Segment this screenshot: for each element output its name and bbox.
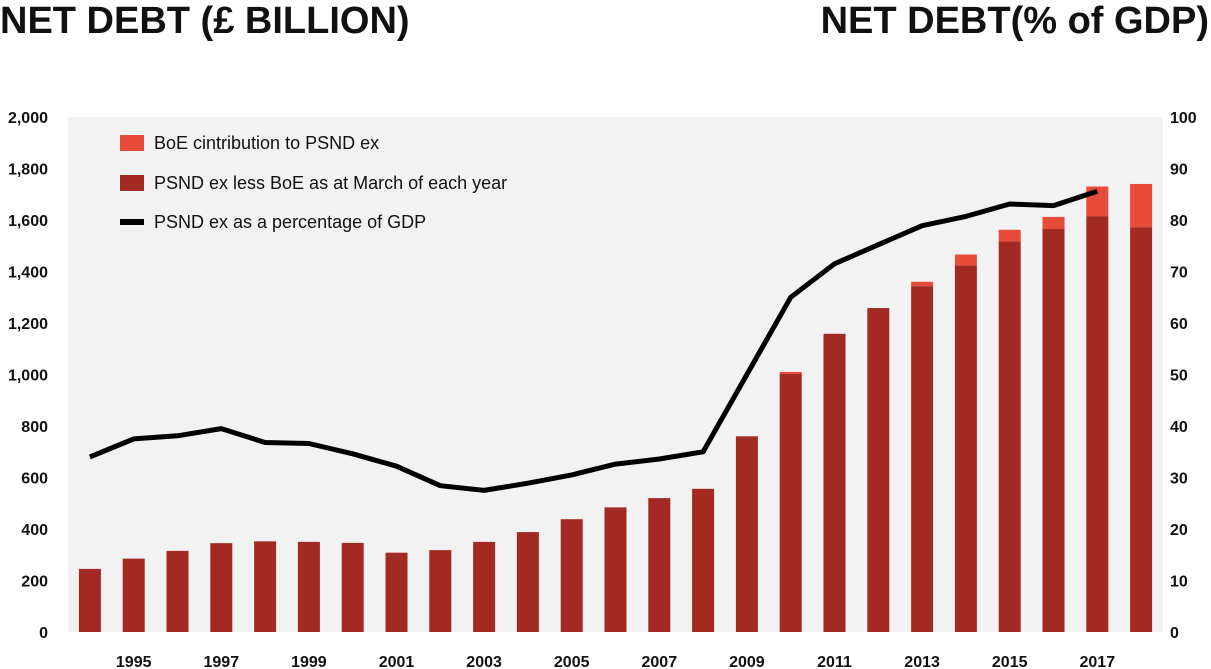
psnd-bar — [429, 550, 452, 632]
x-tick-label: 1999 — [291, 654, 327, 669]
x-tick-label: 2013 — [904, 654, 940, 669]
y-left-tick-label: 1,400 — [8, 265, 48, 282]
psnd-bar — [254, 541, 277, 632]
y-right-tick-label: 20 — [1170, 522, 1188, 539]
chart-title-left: NET DEBT (£ BILLION) — [0, 0, 410, 42]
x-tick-label: 2011 — [817, 654, 852, 669]
psnd-bar — [998, 241, 1021, 632]
boe-bar — [1042, 216, 1065, 230]
x-tick-label: 2001 — [379, 654, 415, 669]
psnd-bar — [1042, 229, 1065, 632]
legend-label: PSND ex as a percentage of GDP — [154, 212, 426, 232]
y-right-tick-label: 80 — [1170, 213, 1188, 230]
psnd-bar — [166, 550, 189, 632]
psnd-bar — [779, 373, 802, 632]
y-right-tick-label: 50 — [1170, 368, 1188, 385]
legend-swatch — [120, 135, 144, 151]
psnd-bar — [78, 568, 101, 632]
legend-label: BoE cintribution to PSND ex — [154, 133, 379, 153]
psnd-bar — [954, 265, 977, 632]
legend-swatch — [120, 175, 144, 191]
x-tick-label: 2017 — [1080, 654, 1116, 669]
boe-bar — [954, 254, 977, 266]
boe-bar — [1086, 186, 1109, 217]
psnd-bar — [692, 488, 715, 632]
y-right-tick-label: 90 — [1170, 162, 1188, 179]
y-left-tick-label: 2,000 — [8, 110, 48, 127]
y-left-tick-label: 0 — [39, 625, 48, 642]
x-tick-label: 1997 — [204, 654, 240, 669]
y-right-tick-label: 0 — [1170, 625, 1179, 642]
psnd-bar — [473, 541, 496, 632]
psnd-bar — [648, 498, 671, 632]
y-left-tick-label: 1,800 — [8, 162, 48, 179]
y-left-tick-label: 1,200 — [8, 316, 48, 333]
x-tick-label: 1995 — [116, 654, 152, 669]
psnd-bar — [516, 532, 539, 632]
legend-line-marker — [120, 219, 144, 225]
psnd-bar — [560, 519, 583, 632]
gdp-percentage-line — [88, 188, 1099, 493]
psnd-bar — [1130, 227, 1153, 632]
x-tick-label: 2005 — [554, 654, 590, 669]
x-tick-label: 2009 — [729, 654, 765, 669]
psnd-bar — [604, 507, 627, 632]
psnd-bar — [210, 543, 233, 632]
psnd-bar — [1086, 216, 1109, 632]
x-tick-label: 2007 — [642, 654, 678, 669]
y-right-tick-label: 30 — [1170, 471, 1188, 488]
y-right-tick-label: 70 — [1170, 265, 1188, 282]
y-left-tick-label: 400 — [21, 522, 48, 539]
psnd-bar — [823, 333, 846, 632]
y-right-tick-label: 40 — [1170, 419, 1188, 436]
boe-bar — [779, 371, 802, 374]
psnd-bar — [122, 558, 145, 632]
psnd-bar — [341, 542, 364, 632]
boe-bar — [998, 229, 1021, 242]
psnd-bar — [735, 436, 758, 632]
chart-title-right: NET DEBT(% of GDP) — [820, 0, 1209, 42]
legend-label: PSND ex less BoE as at March of each yea… — [154, 173, 507, 193]
x-tick-label: 2003 — [466, 654, 502, 669]
boe-bar — [911, 281, 934, 287]
y-left-tick-label: 800 — [21, 419, 48, 436]
boe-bar — [1130, 183, 1153, 228]
x-tick-label: 2015 — [992, 654, 1028, 669]
y-right-tick-label: 60 — [1170, 316, 1188, 333]
psnd-bar — [297, 541, 320, 632]
psnd-bar — [867, 308, 890, 632]
y-left-tick-label: 1,600 — [8, 213, 48, 230]
y-right-tick-label: 100 — [1170, 110, 1197, 127]
y-left-tick-label: 600 — [21, 471, 48, 488]
y-left-tick-label: 1,000 — [8, 368, 48, 385]
psnd-bar — [385, 552, 408, 632]
y-left-tick-label: 200 — [21, 574, 48, 591]
psnd-bar — [911, 286, 934, 632]
y-right-tick-label: 10 — [1170, 574, 1188, 591]
